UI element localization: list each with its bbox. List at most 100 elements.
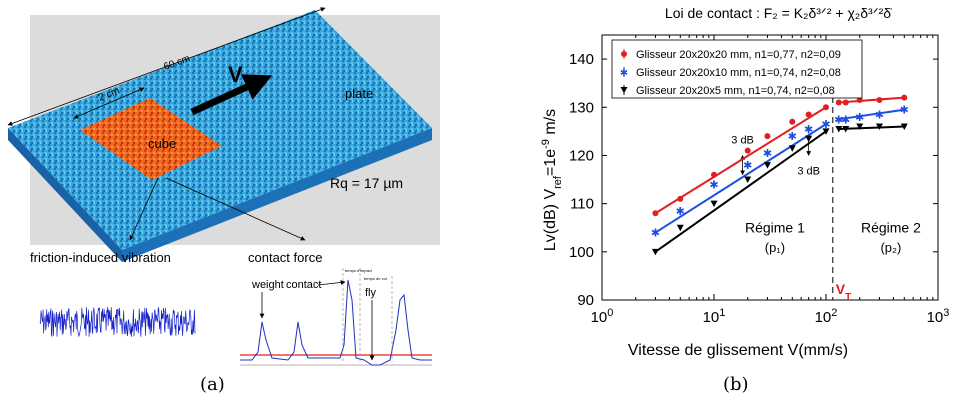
data-point: ✱ (841, 114, 850, 126)
y-tick-label: 120 (569, 147, 594, 164)
contact-force-plot: temps d'impact temps de vol weight conta… (240, 268, 432, 366)
plate-side-front (122, 128, 432, 262)
data-point (788, 145, 796, 152)
force-label: contact force (248, 250, 322, 265)
data-point (652, 210, 659, 217)
data-point (876, 97, 883, 104)
panel-a: 60 cm 2 cm V plate cube Rq = 17 µm frict… (7, 7, 440, 395)
y-tick-label: 90 (577, 292, 594, 309)
legend: Glisseur 20x20x20 mm, n1=0,77, n2=0,09 ✱ G… (611, 39, 863, 99)
data-point: ✱ (788, 131, 797, 143)
data-point: ✱ (834, 114, 843, 126)
y-tick-label: 140 (569, 51, 594, 68)
legend-marker (620, 87, 628, 94)
data-point: ✱ (875, 110, 884, 122)
plate-surface (8, 10, 432, 250)
data-point: ✱ (763, 148, 772, 160)
series-3 (651, 123, 908, 256)
roughness-label: Rq = 17 µm (330, 175, 403, 191)
vibration-label: friction-induced vibration (30, 250, 171, 265)
db-annotation-label: 3 dB (731, 134, 754, 146)
panel-b-caption: (b) (723, 374, 749, 395)
data-point: ✱ (743, 160, 752, 172)
velocity-label: V (228, 62, 243, 87)
x-tick-label: 100 (591, 307, 614, 326)
dimension-60cm-line (7, 7, 326, 126)
legend-marker: ✱ (620, 68, 628, 79)
data-point (676, 224, 684, 232)
regime2-p: (p₂) (880, 240, 901, 255)
data-point (875, 123, 883, 131)
legend-label: Glisseur 20x20x20 mm, n1=0,77, n2=0,09 (636, 49, 841, 61)
fit-line-regime1 (654, 123, 827, 234)
fit-line-regime1 (654, 106, 827, 215)
data-point (842, 125, 850, 133)
data-point: ✱ (821, 119, 830, 131)
fit-line-regime2 (838, 96, 905, 104)
data-point (822, 128, 830, 135)
data-point (651, 248, 659, 256)
contact-arrow (317, 280, 346, 286)
regime1-p: (p₁) (765, 240, 785, 255)
y-axis-label: Lv(dB) Vref=1e-9 m/s (540, 109, 564, 251)
data-point (856, 123, 864, 131)
y-tick-label: 100 (569, 244, 594, 261)
series-1 (652, 94, 908, 217)
chart-title: Loi de contact : F₂ = K₂δ³ᐟ² + χ₂δ³ᐟ²δ̇ (665, 5, 892, 21)
velocity-arrow (190, 74, 273, 116)
db-annotation-label: 3 dB (797, 166, 820, 178)
data-point (744, 147, 751, 154)
data-point (744, 176, 752, 184)
data-point (763, 162, 771, 169)
data-point (789, 118, 796, 125)
regime2-label: Régime 2 (861, 220, 921, 236)
time-impact-label: temps d'impact (345, 268, 373, 273)
data-point: ✱ (855, 112, 864, 124)
y-tick-label: 130 (569, 99, 594, 116)
panel-a-caption: (a) (200, 374, 225, 395)
x-axis-label: Vitesse de glissement V(mm/s) (628, 342, 848, 359)
data-point (805, 135, 813, 143)
legend-label: Glisseur 20x20x10 mm, n1=0,74, n2=0,08 (636, 67, 841, 79)
plate-label: plate (345, 86, 373, 101)
regime1-label: Régime 1 (745, 220, 805, 236)
legend-box (611, 39, 863, 99)
legend-label: Glisseur 20x20x5 mm, n1=0,74, n2=0,08 (636, 85, 835, 97)
x-tick-label: 103 (927, 307, 950, 326)
data-point (764, 133, 771, 140)
weight-label: weight (251, 279, 284, 291)
plot-frame (601, 34, 939, 301)
data-point: ✱ (804, 124, 813, 136)
fit-line-regime2 (838, 125, 905, 130)
fly-label: fly (365, 287, 377, 299)
data-point (711, 171, 717, 178)
dimension-2cm-line (73, 87, 145, 119)
data-point (835, 99, 842, 106)
force-signal (240, 279, 432, 366)
contact-label: contact (286, 279, 321, 291)
data-point (823, 104, 829, 111)
vt-label: VT (836, 281, 851, 303)
data-point (900, 123, 908, 131)
fit-line-regime1 (654, 130, 827, 253)
data-point (677, 195, 684, 202)
x-tick-label: 101 (703, 307, 726, 326)
time-fly-label: temps de vol (364, 276, 387, 281)
vibration-signal (39, 306, 196, 338)
data-point (805, 111, 812, 118)
y-tick-label: 110 (570, 196, 594, 213)
plate-side-left (8, 128, 122, 262)
data-point: ✱ (676, 206, 685, 218)
legend-marker (621, 51, 627, 57)
x-tick-label: 102 (815, 307, 838, 326)
series-2: ✱✱✱✱✱✱✱ ✱ ✱✱ ✱ ✱ ✱ (651, 105, 909, 240)
fit-line-regime2 (838, 108, 905, 121)
force-pointer (165, 177, 306, 241)
data-point: ✱ (900, 105, 909, 117)
panel-b: Loi de contact : F₂ = K₂δ³ᐟ² + χ₂δ³ᐟ²δ̇ … (540, 5, 949, 395)
data-point: ✱ (709, 179, 718, 191)
vibration-pointer (129, 177, 159, 241)
cube-label: cube (148, 136, 176, 151)
